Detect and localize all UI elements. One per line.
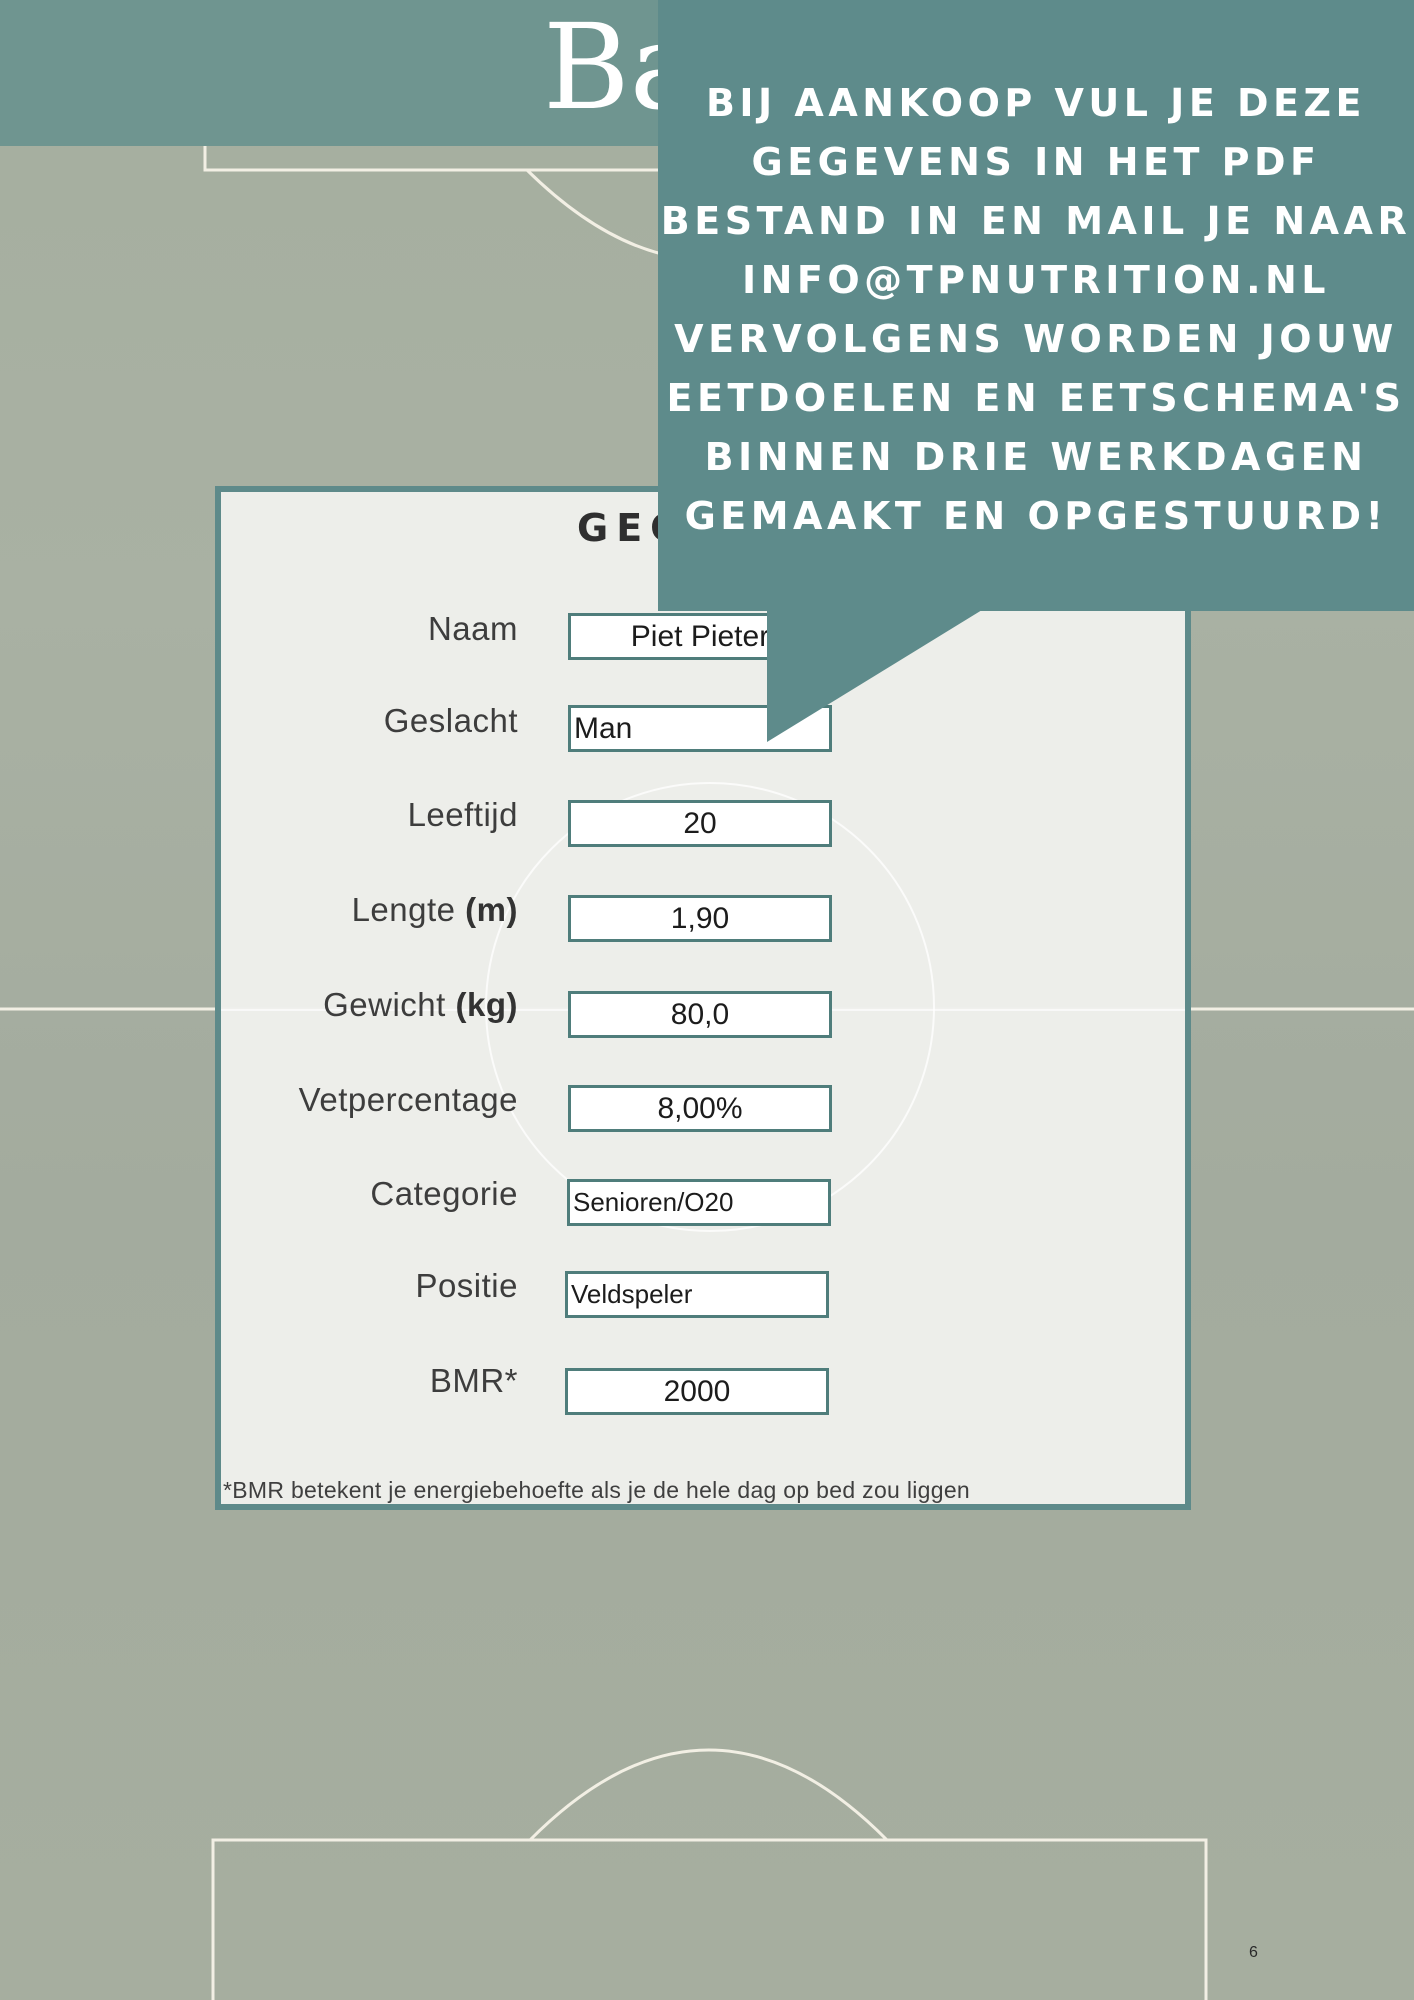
callout-line: BESTAND IN EN MAIL JE NAAR bbox=[660, 199, 1412, 243]
callout-line: EETDOELEN EN EETSCHEMA'S bbox=[666, 376, 1406, 420]
instruction-callout: BIJ AANKOOP VUL JE DEZE GEGEVENS IN HET … bbox=[658, 0, 1414, 611]
label-text: Positie bbox=[415, 1267, 518, 1304]
page-number: 6 bbox=[1249, 1944, 1258, 1961]
label-leeftijd: Leeftijd bbox=[218, 796, 518, 834]
callout-line: BINNEN DRIE WERKDAGEN bbox=[704, 435, 1368, 479]
callout-line-email: INFO@TPNUTRITION.NL bbox=[741, 258, 1331, 302]
lengte-field[interactable]: 1,90 bbox=[568, 895, 832, 942]
label-categorie: Categorie bbox=[218, 1175, 518, 1213]
unit-text: (kg) bbox=[455, 986, 518, 1023]
categorie-field[interactable]: Senioren/O20 bbox=[567, 1179, 831, 1226]
label-vetpercentage: Vetpercentage bbox=[218, 1081, 518, 1119]
data-form-panel: GEG Naam Piet Pieter Geslacht Man Leefti… bbox=[215, 486, 1191, 1510]
callout-line: BIJ AANKOOP VUL JE DEZE bbox=[705, 81, 1367, 125]
callout-line: VERVOLGENS WORDEN JOUW bbox=[674, 317, 1398, 361]
bmr-footnote: *BMR betekent je energiebehoefte als je … bbox=[223, 1477, 971, 1503]
label-gewicht: Gewicht (kg) bbox=[218, 986, 518, 1024]
callout-pointer bbox=[767, 610, 982, 742]
leeftijd-field[interactable]: 20 bbox=[568, 800, 832, 847]
bmr-field[interactable]: 2000 bbox=[565, 1368, 829, 1415]
label-text: Leeftijd bbox=[407, 796, 518, 833]
callout-line: GEGEVENS IN HET PDF bbox=[751, 140, 1321, 184]
label-text: Vetpercentage bbox=[298, 1081, 518, 1118]
unit-text: (m) bbox=[465, 891, 518, 928]
label-positie: Positie bbox=[218, 1267, 518, 1305]
label-text: BMR* bbox=[429, 1362, 518, 1399]
label-text: Lengte bbox=[351, 891, 456, 928]
positie-field[interactable]: Veldspeler bbox=[565, 1271, 829, 1318]
label-geslacht: Geslacht bbox=[218, 702, 518, 740]
label-text: Naam bbox=[427, 610, 518, 647]
vetpercentage-field[interactable]: 8,00% bbox=[568, 1085, 832, 1132]
callout-text: BIJ AANKOOP VUL JE DEZE GEGEVENS IN HET … bbox=[658, 74, 1414, 546]
label-text: Categorie bbox=[370, 1175, 518, 1212]
label-naam: Naam bbox=[218, 610, 518, 648]
label-text: Gewicht bbox=[323, 986, 446, 1023]
gewicht-field[interactable]: 80,0 bbox=[568, 991, 832, 1038]
label-bmr: BMR* bbox=[218, 1362, 518, 1400]
callout-line: GEMAAKT EN OPGESTUURD! bbox=[684, 494, 1388, 538]
label-text: Geslacht bbox=[383, 702, 518, 739]
label-lengte: Lengte (m) bbox=[218, 891, 518, 929]
